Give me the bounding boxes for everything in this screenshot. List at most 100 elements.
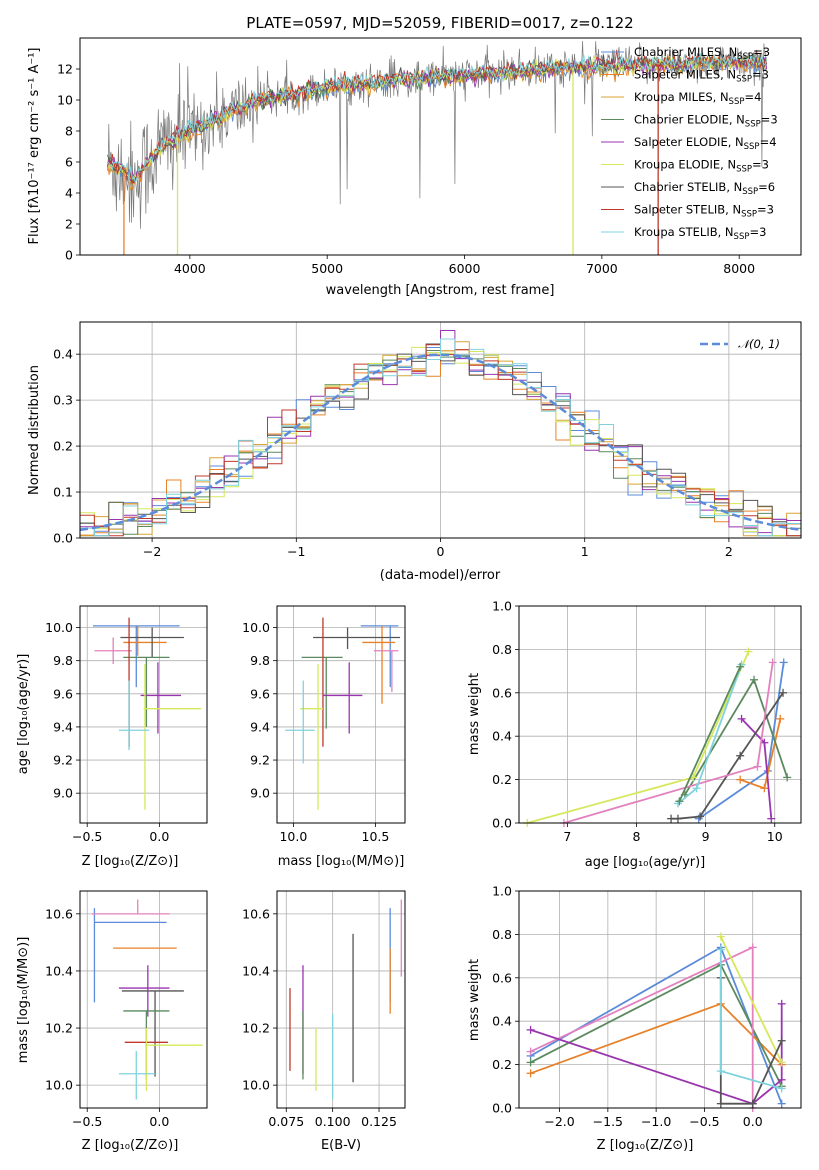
legend-label: Kroupa STELIB, NSSP=3: [634, 225, 766, 242]
y-tick-label: 0.3: [53, 393, 73, 408]
mass-weight-vs-age-plot: age [log₁₀(age/yr)] mass weight 7 8 9 10 0.0…: [467, 599, 802, 870]
x-tick-label: −0.5: [72, 1114, 102, 1129]
mw-z-x-label: Z [log₁₀(Z/Z⊙)]: [597, 1138, 694, 1153]
y-tick-label: 0.4: [53, 347, 73, 362]
x-tick-label: 7000: [586, 261, 618, 276]
y-tick-label: 2: [65, 217, 73, 232]
legend-label: Salpeter MILES, NSSP=3: [634, 68, 769, 85]
x-tick-label: −0.5: [689, 1114, 719, 1129]
legend-label: Salpeter STELIB, NSSP=3: [634, 203, 774, 220]
y-tick-label: 0.4: [492, 729, 512, 744]
spectrum-x-label: wavelength [Angstrom, rest frame]: [326, 283, 555, 298]
plot-frame: [518, 605, 802, 824]
y-tick-label: 10.6: [242, 906, 270, 921]
y-tick-label: 0.2: [492, 772, 512, 787]
x-tick-label: 2: [725, 544, 733, 559]
plot-frame: [79, 37, 802, 256]
y-tick-label: 0.0: [492, 1101, 512, 1116]
y-tick-label: 9.2: [250, 753, 270, 768]
y-tick-label: 0.4: [492, 1014, 512, 1029]
y-tick-label: 9.6: [53, 686, 73, 701]
normal-curve: [80, 353, 801, 532]
mw-z-y-label: mass weight: [467, 959, 482, 1041]
plot-frame: [79, 890, 208, 1109]
age-z-y-label: age [log₁₀(age/yr)]: [16, 654, 31, 775]
y-tick-label: 9.6: [250, 686, 270, 701]
y-tick-label: 0.6: [492, 970, 512, 985]
age-z-x-label: Z [log₁₀(Z/Z⊙)]: [82, 854, 179, 869]
y-tick-label: 9.4: [250, 719, 270, 734]
x-tick-label: 8000: [723, 261, 755, 276]
spectrum-lines: [107, 40, 768, 255]
mass-z-y-label: mass [log₁₀(M/M⊙)]: [16, 937, 31, 1064]
x-tick-label: 0.100: [315, 1114, 351, 1129]
legend-label: Salpeter ELODIE, NSSP=4: [634, 135, 777, 152]
y-tick-label: 10.4: [242, 963, 270, 978]
x-tick-label: −2.0: [544, 1114, 574, 1129]
x-tick-label: 10.0: [279, 829, 307, 844]
legend-label: Chabrier MILES, NSSP=3: [634, 45, 770, 62]
legend-label: 𝒩(0, 1): [738, 337, 780, 351]
x-tick-label: 0.0: [149, 1114, 169, 1129]
y-tick-label: 10.4: [45, 963, 73, 978]
age-mass-x-label: mass [log₁₀(M/M⊙)]: [278, 854, 405, 869]
x-tick-label: −0.5: [72, 829, 102, 844]
y-tick-label: 0.2: [492, 1057, 512, 1072]
mass-ebv-x-label: E(B-V): [321, 1138, 361, 1153]
y-tick-label: 1.0: [492, 599, 512, 614]
plot-frame: [276, 605, 406, 824]
x-tick-label: 0.0: [149, 829, 169, 844]
mass-z-x-label: Z [log₁₀(Z/Z⊙)]: [82, 1138, 179, 1153]
mass-weight-vs-metallicity-plot: Z [log₁₀(Z/Z⊙)] mass weight −2.0 −1.5 −1.0…: [467, 884, 802, 1153]
y-tick-label: 0.0: [492, 816, 512, 831]
y-tick-label: 12: [57, 62, 73, 77]
y-tick-label: 10.2: [45, 1021, 73, 1036]
x-tick-label: −2: [143, 544, 161, 559]
y-tick-label: 9.4: [53, 719, 73, 734]
plot-frame: [79, 321, 802, 539]
histogram-series: [80, 338, 801, 537]
y-tick-label: 9.8: [250, 653, 270, 668]
y-tick-label: 9.2: [53, 753, 73, 768]
plot-frame: [276, 890, 406, 1109]
histogram-steps: [80, 330, 801, 537]
model-spectrum: [107, 52, 768, 184]
x-tick-label: 1: [581, 544, 589, 559]
x-tick-label: 10.5: [362, 829, 390, 844]
y-tick-label: 9.0: [53, 786, 73, 801]
x-tick-label: 8: [633, 829, 641, 844]
x-tick-label: 10: [767, 829, 783, 844]
y-tick-label: 0.0: [53, 531, 73, 546]
age-vs-mass-plot: mass [log₁₀(M/M⊙)] 10.0 10.5 9.0 9.2 9.4 9.6 9…: [242, 605, 406, 869]
y-tick-label: 0: [65, 248, 73, 263]
y-tick-label: 10: [57, 93, 73, 108]
mass-vs-metallicity-plot: Z [log₁₀(Z/Z⊙)] mass [log₁₀(M/M⊙)] −0.5 0…: [16, 890, 208, 1153]
x-tick-label: 0: [437, 544, 445, 559]
mass-weight-series: [678, 666, 742, 802]
residual-histogram: (data-model)/error Normed distribution −…: [27, 321, 802, 583]
legend-label: Chabrier STELIB, NSSP=6: [634, 180, 775, 197]
plot-frame: [518, 890, 802, 1109]
x-tick-label: 9: [702, 829, 710, 844]
y-tick-label: 6: [65, 155, 73, 170]
legend-label: Chabrier ELODIE, NSSP=3: [634, 113, 778, 130]
x-tick-label: 5000: [311, 261, 343, 276]
y-tick-label: 9.0: [250, 786, 270, 801]
y-tick-label: 10.2: [242, 1021, 270, 1036]
histogram-y-label: Normed distribution: [27, 365, 42, 495]
y-tick-label: 0.2: [53, 439, 73, 454]
legend-label: Kroupa ELODIE, NSSP=3: [634, 158, 769, 175]
x-tick-label: −1.5: [593, 1114, 623, 1129]
x-tick-label: 0.075: [268, 1114, 304, 1129]
x-tick-label: 4000: [174, 261, 206, 276]
x-tick-label: 7: [563, 829, 571, 844]
x-tick-label: 6000: [449, 261, 481, 276]
y-tick-label: 10.0: [242, 620, 270, 635]
x-tick-label: 0.0: [743, 1114, 763, 1129]
age-vs-metallicity-plot: Z [log₁₀(Z/Z⊙)] age [log₁₀(age/yr)] −0.5…: [16, 605, 208, 869]
plot-frame: [79, 605, 208, 824]
histogram-x-label: (data-model)/error: [380, 568, 501, 583]
y-tick-label: 0.6: [492, 685, 512, 700]
x-tick-label: −1.0: [641, 1114, 671, 1129]
